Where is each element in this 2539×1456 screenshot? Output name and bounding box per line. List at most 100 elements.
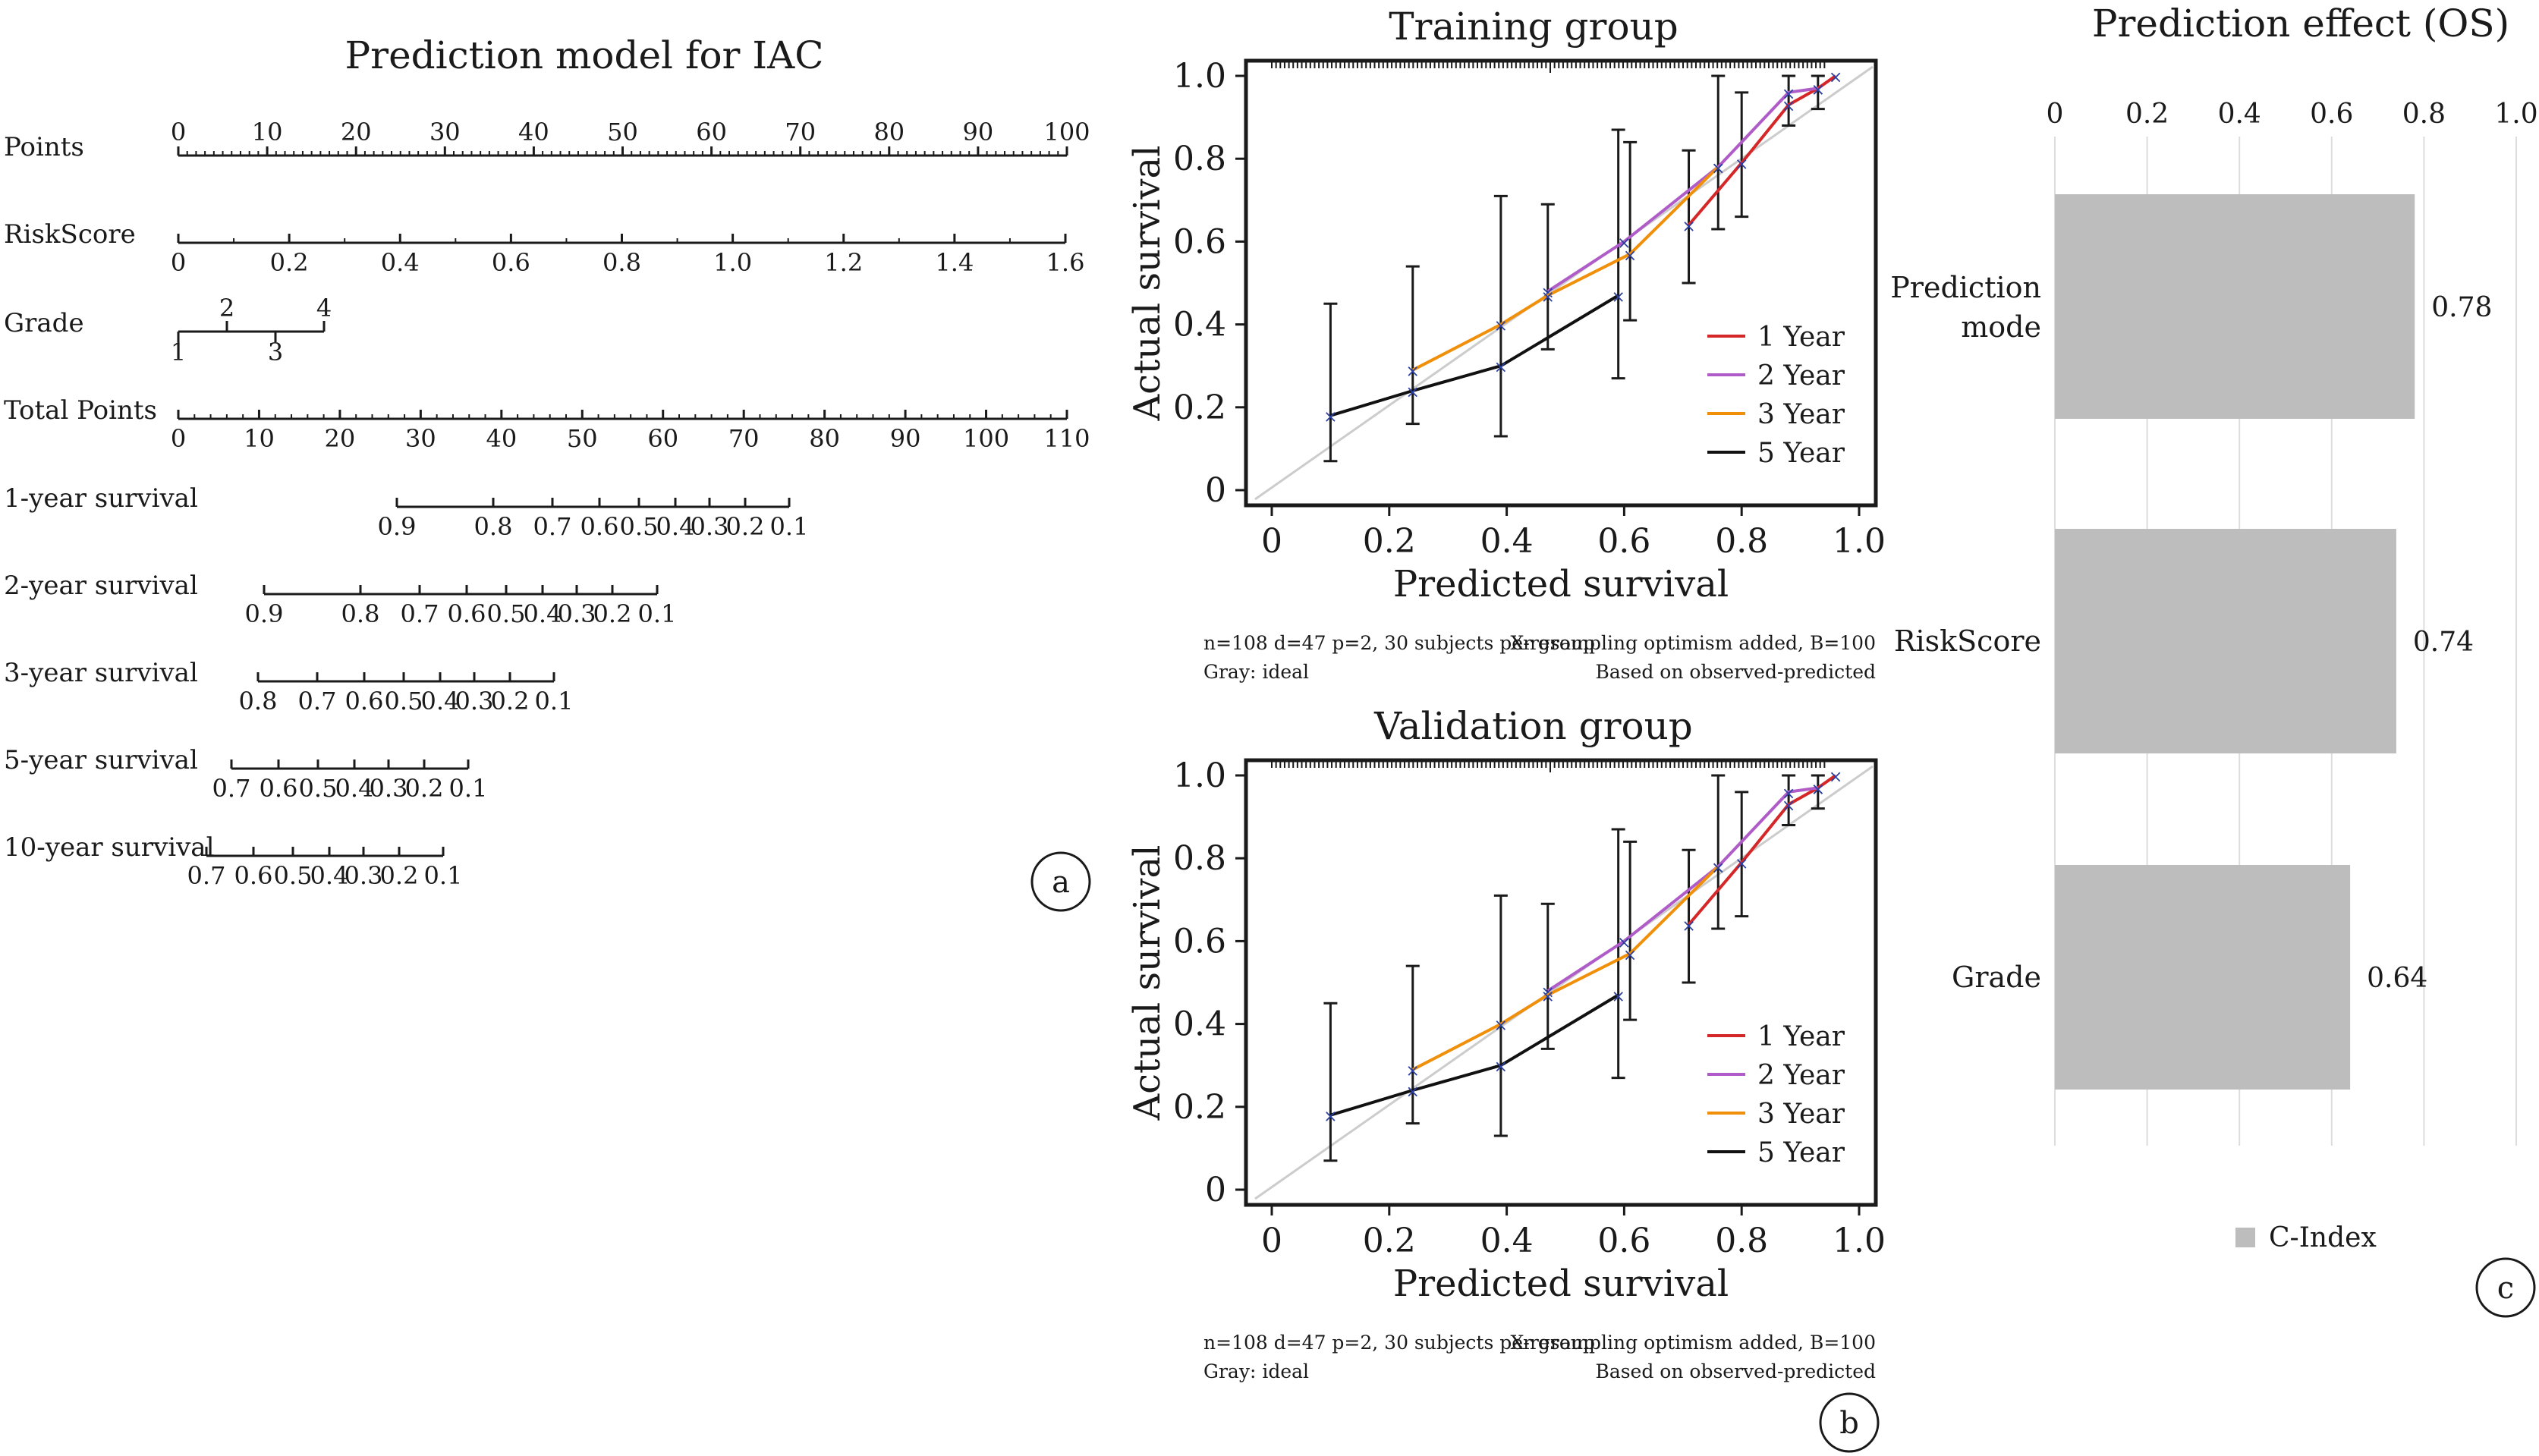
nomogram-tick-label: 0.8	[341, 599, 380, 628]
series-point: ×	[1682, 218, 1695, 237]
plot-frame	[1244, 758, 1878, 1207]
nomogram-tick-label: 90	[963, 118, 994, 146]
nomogram-tick-label: 70	[785, 118, 816, 146]
nomogram-tick-label: 0.9	[245, 599, 284, 628]
nomogram-tick-label: 0.8	[603, 248, 641, 277]
legend-label: 1 Year	[1757, 322, 1845, 353]
nomogram-tick-label: 0.3	[455, 687, 494, 715]
plot-title: Validation group	[1373, 704, 1693, 748]
y-tick-label: 0	[1205, 471, 1226, 510]
series-point: ×	[1782, 97, 1795, 116]
y-tick-label: 0.2	[1173, 1088, 1226, 1127]
nomogram-tick-label: 100	[1043, 118, 1090, 146]
series-line	[1329, 993, 1619, 1117]
series-point: ×	[1494, 1058, 1508, 1077]
series-point: ×	[1406, 1083, 1420, 1102]
series-line	[1411, 165, 1719, 372]
series-point: ×	[1494, 317, 1508, 336]
series-point: ×	[1623, 946, 1637, 965]
x-tick-label: 0	[2047, 99, 2064, 130]
nomogram-row-label: 3-year survival	[4, 658, 198, 688]
nomogram-tick-label: 0.5	[274, 861, 313, 890]
y-tick-label: 0.6	[1173, 922, 1226, 961]
x-tick-label: 0.2	[1363, 1222, 1416, 1260]
nomogram-row-label: 5-year survival	[4, 745, 198, 775]
legend-label: 3 Year	[1757, 1099, 1845, 1130]
series-point: ×	[1406, 383, 1420, 402]
category-label: Grade	[1952, 961, 2041, 994]
nomogram-tick-label: 0.2	[405, 774, 444, 803]
series-point: ×	[1711, 159, 1725, 178]
nomogram-tick-label: 110	[1043, 424, 1090, 453]
ideal-line	[1254, 65, 1874, 501]
note-text: X-resampling optimism added, B=100	[1510, 632, 1876, 654]
series-point: ×	[1735, 855, 1748, 874]
series-point: ×	[1494, 1017, 1508, 1036]
nomogram-tick-label: 0.1	[770, 512, 809, 541]
series-point: ×	[1611, 987, 1625, 1006]
y-tick-label: 0.2	[1173, 388, 1226, 427]
nomogram-tick-label: 100	[963, 424, 1009, 453]
nomogram-tick-label: 0.2	[593, 599, 632, 628]
y-axis-label: Actual survival	[1126, 145, 1169, 421]
nomogram-tick-label: 0	[171, 118, 186, 146]
nomogram-tick-label: 0.4	[421, 687, 460, 715]
nomogram-tick-label: 10	[252, 118, 283, 146]
y-tick-label: 1.0	[1173, 756, 1226, 795]
nomogram-tick-label: 40	[518, 118, 549, 146]
nomogram-tick-label: 0.5	[299, 774, 338, 803]
series-point: ×	[1617, 234, 1631, 253]
note-text: Gray: ideal	[1203, 1360, 1309, 1382]
series-point: ×	[1406, 1062, 1420, 1081]
panel-label-circle	[1030, 851, 1091, 912]
nomogram-tick-label: 1.2	[824, 248, 863, 277]
series-point: ×	[1323, 408, 1337, 427]
series-point: ×	[1782, 797, 1795, 816]
nomogram-tick-label: 0.3	[558, 599, 596, 628]
series-line	[1687, 74, 1837, 226]
nomogram-tick-label: 0.7	[298, 687, 337, 715]
calibration-plot: Training group××××××××× ××××××××××00.20.4…	[1126, 5, 1886, 683]
nomogram-tick-label: 60	[647, 424, 678, 453]
note-text: Based on observed-predicted	[1595, 661, 1876, 683]
series-point: ×	[1406, 363, 1420, 382]
y-tick-label: 0.4	[1173, 1005, 1226, 1044]
x-tick-label: 1.0	[1833, 522, 1886, 561]
nomogram-row: 5-year survival 0.7 0.6 0.50.40.30.2 0.1	[4, 745, 487, 803]
series-point: ×	[1782, 785, 1795, 803]
nomogram-tick-label: 0.3	[370, 774, 408, 803]
nomogram-tick-label: 70	[728, 424, 760, 453]
nomogram-tick-label: 0.4	[656, 512, 695, 541]
nomogram-tick-label: 0.4	[335, 774, 374, 803]
series-line	[1687, 774, 1837, 926]
nomogram-tick-label: 0.4	[524, 599, 562, 628]
nomogram-tick-label: 0.7	[533, 512, 572, 541]
y-tick-label: 1.0	[1173, 57, 1226, 96]
nomogram-row-label: 10-year survival	[4, 832, 214, 863]
legend-label: 2 Year	[1757, 1060, 1845, 1091]
nomogram-row: 2-year survival 0.9 0.8 0.7 0.6 0.50.40.30.2 0…	[4, 571, 676, 628]
nomogram-tick-label: 0.1	[424, 861, 463, 890]
nomogram-tick-label: 0.7	[212, 774, 251, 803]
x-tick-label: 0	[1261, 522, 1282, 561]
nomogram-tick-label: 1.6	[1046, 248, 1085, 277]
nomogram-tick-label: 4	[316, 294, 332, 322]
nomogram-tick-label: 0.3	[691, 512, 729, 541]
legend-label: 2 Year	[1757, 360, 1845, 392]
note-text: n=108 d=47 p=2, 30 subjects per group	[1203, 632, 1595, 654]
nomogram-tick-label: 3	[268, 338, 283, 366]
x-tick-label: 0.8	[1715, 522, 1768, 561]
ideal-line	[1254, 765, 1874, 1200]
nomogram-tick-label: 0.6	[580, 512, 619, 541]
nomogram-tick-label: 0	[171, 424, 186, 453]
nomogram-tick-label: 80	[873, 118, 905, 146]
y-tick-label: 0.8	[1173, 839, 1226, 878]
nomogram-tick-label: 2	[219, 294, 234, 322]
series-point: ×	[1541, 288, 1555, 307]
note-text: n=108 d=47 p=2, 30 subjects per group	[1203, 1332, 1595, 1354]
series-point: ×	[1811, 780, 1825, 799]
bar	[2055, 529, 2396, 753]
